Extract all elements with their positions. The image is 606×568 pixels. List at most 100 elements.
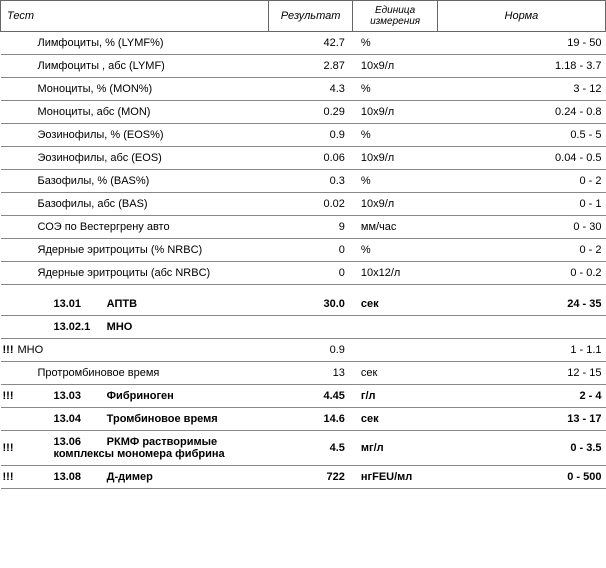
header-norm: Норма [437, 1, 605, 32]
header-result: Результат [268, 1, 353, 32]
row-norm: 19 - 50 [437, 32, 605, 55]
row-result: 2.87 [268, 55, 353, 78]
row-result: 30.0 [268, 293, 353, 316]
row-result: 0 [268, 239, 353, 262]
row-testname: Протромбиновое время [16, 361, 269, 384]
row-norm: 3 - 12 [437, 78, 605, 101]
row-testname: МНО [16, 338, 269, 361]
row-code: 13.03 [54, 390, 98, 402]
row-code: 13.01 [54, 298, 98, 310]
row-result: 13 [268, 361, 353, 384]
row-unit: мг/л [353, 430, 437, 465]
table-row: Лимфоциты , абс (LYMF)2.8710x9/л1.18 - 3… [1, 55, 606, 78]
row-marker [1, 124, 16, 147]
table-row: 13.01 АПТВ30.0сек24 - 35 [1, 293, 606, 316]
row-marker [1, 32, 16, 55]
row-result: 4.5 [268, 430, 353, 465]
row-result: 0.9 [268, 338, 353, 361]
table-row: 13.02.1 МНО [1, 315, 606, 338]
row-marker: !!! [1, 430, 16, 465]
table-row: Базофилы, % (BAS%)0.3%0 - 2 [1, 170, 606, 193]
row-result: 9 [268, 216, 353, 239]
table-row: !!!МНО0.91 - 1.1 [1, 338, 606, 361]
row-marker [1, 407, 16, 430]
table-row: !!!13.03 Фибриноген4.45г/л2 - 4 [1, 384, 606, 407]
row-unit: 10x9/л [353, 55, 437, 78]
row-unit: 10x12/л [353, 262, 437, 285]
row-marker [1, 55, 16, 78]
row-result: 722 [268, 465, 353, 488]
header-unit: Единица измерения [353, 1, 437, 32]
row-norm: 0 - 1 [437, 193, 605, 216]
row-norm: 13 - 17 [437, 407, 605, 430]
row-code: 13.02.1 [54, 321, 98, 333]
row-result: 0.06 [268, 147, 353, 170]
table-row: 13.04 Тромбиновое время14.6сек13 - 17 [1, 407, 606, 430]
row-norm: 0 - 2 [437, 239, 605, 262]
row-marker: !!! [1, 338, 16, 361]
row-marker [1, 361, 16, 384]
row-norm: 12 - 15 [437, 361, 605, 384]
row-norm: 0.5 - 5 [437, 124, 605, 147]
row-code: 13.08 [54, 471, 98, 483]
row-marker [1, 262, 16, 285]
row-testname: 13.04 Тромбиновое время [16, 407, 269, 430]
table-row: Моноциты, % (MON%)4.3%3 - 12 [1, 78, 606, 101]
row-norm: 0 - 30 [437, 216, 605, 239]
row-result: 14.6 [268, 407, 353, 430]
table-row: Ядерные эритроциты (абс NRBC)010x12/л0 -… [1, 262, 606, 285]
row-testname: Эозинофилы, абс (EOS) [16, 147, 269, 170]
row-result: 0.9 [268, 124, 353, 147]
row-testname: 13.01 АПТВ [16, 293, 269, 316]
header-test: Тест [1, 1, 269, 32]
row-unit: % [353, 32, 437, 55]
table-row: Протромбиновое время13сек12 - 15 [1, 361, 606, 384]
row-result: 0.29 [268, 101, 353, 124]
row-norm: 0.04 - 0.5 [437, 147, 605, 170]
row-testname: Базофилы, % (BAS%) [16, 170, 269, 193]
row-unit: 10x9/л [353, 193, 437, 216]
row-result: 0.02 [268, 193, 353, 216]
row-unit: % [353, 124, 437, 147]
row-result: 42.7 [268, 32, 353, 55]
row-norm: 0 - 500 [437, 465, 605, 488]
table-row: СОЭ по Вестергрену авто9мм/час0 - 30 [1, 216, 606, 239]
row-testname: Моноциты, абс (MON) [16, 101, 269, 124]
row-marker [1, 315, 16, 338]
row-norm: 1.18 - 3.7 [437, 55, 605, 78]
lab-results-table: Тест Результат Единица измерения Норма Л… [0, 0, 606, 489]
row-code: 13.04 [54, 413, 98, 425]
table-row: Моноциты, абс (MON)0.2910x9/л0.24 - 0.8 [1, 101, 606, 124]
row-marker [1, 78, 16, 101]
row-testname: Лимфоциты, % (LYMF%) [16, 32, 269, 55]
row-testname: 13.03 Фибриноген [16, 384, 269, 407]
row-norm: 0 - 0.2 [437, 262, 605, 285]
row-result: 4.45 [268, 384, 353, 407]
table-row: Ядерные эритроциты (% NRBC)0%0 - 2 [1, 239, 606, 262]
row-unit: % [353, 170, 437, 193]
row-testname: 13.08 Д-димер [16, 465, 269, 488]
row-marker [1, 101, 16, 124]
row-unit: сек [353, 407, 437, 430]
row-marker [1, 239, 16, 262]
row-marker [1, 193, 16, 216]
row-unit: мм/час [353, 216, 437, 239]
row-result: 4.3 [268, 78, 353, 101]
row-result [268, 315, 353, 338]
table-row: Базофилы, абс (BAS)0.0210x9/л0 - 1 [1, 193, 606, 216]
row-testname: Базофилы, абс (BAS) [16, 193, 269, 216]
row-unit: 10x9/л [353, 147, 437, 170]
row-testname: Эозинофилы, % (EOS%) [16, 124, 269, 147]
row-marker [1, 147, 16, 170]
row-unit [353, 315, 437, 338]
row-norm: 24 - 35 [437, 293, 605, 316]
row-testname: 13.02.1 МНО [16, 315, 269, 338]
row-norm: 2 - 4 [437, 384, 605, 407]
row-marker [1, 293, 16, 316]
row-marker [1, 216, 16, 239]
row-result: 0.3 [268, 170, 353, 193]
row-norm [437, 315, 605, 338]
row-marker: !!! [1, 465, 16, 488]
row-testname: Лимфоциты , абс (LYMF) [16, 55, 269, 78]
table-row: Лимфоциты, % (LYMF%)42.7%19 - 50 [1, 32, 606, 55]
